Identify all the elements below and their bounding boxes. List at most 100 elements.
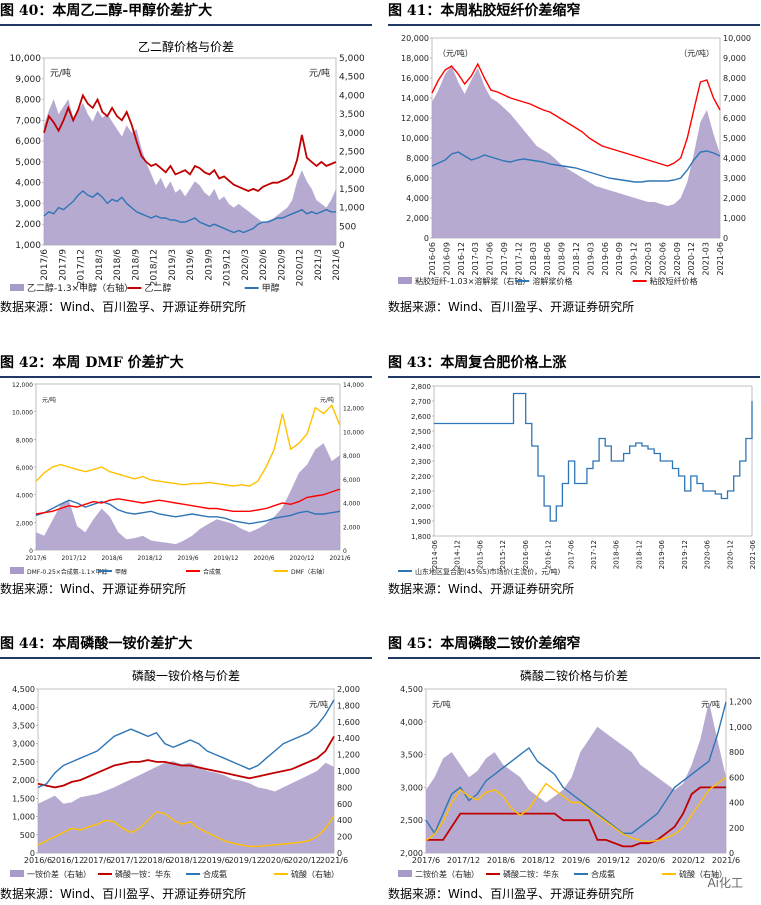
y-tick-left: 1,000: [15, 241, 41, 251]
title-divider: [0, 657, 372, 659]
y-tick-left: 4,000: [12, 703, 35, 712]
x-tick-label: 2018-09: [558, 242, 567, 275]
series-area: [426, 701, 726, 853]
x-tick-label: 2017-06: [567, 539, 575, 569]
right-unit: 元/吨: [309, 699, 328, 709]
y-tick-right: 7,000: [723, 94, 746, 103]
left-unit: 元/吨: [50, 67, 71, 79]
x-tick-label: 2017-06: [486, 242, 495, 275]
y-tick-right: 0: [343, 548, 347, 555]
y-tick-right: 6,000: [723, 114, 746, 123]
x-tick-label: 2014-12: [454, 540, 462, 569]
series-line: [35, 499, 341, 525]
series-line: [35, 488, 341, 515]
x-tick-label: 2016-12: [545, 540, 553, 569]
x-tick-label: 2020-06: [704, 539, 712, 569]
y-tick-right: 4,000: [343, 501, 360, 508]
x-tick-label: 2018-12: [635, 540, 643, 569]
x-tick-label: 2020/12: [296, 249, 306, 286]
data-source: 数据来源：Wind、百川盈孚、开源证券研究所: [388, 300, 635, 314]
title-divider: [388, 657, 760, 659]
series-line: [43, 190, 336, 234]
x-tick-label: 2018/3: [95, 249, 105, 281]
chart-title: 磷酸一铵价格与价差: [131, 669, 240, 683]
x-tick-label: 2017/12: [110, 856, 143, 865]
y-tick-right: 200: [729, 824, 744, 833]
y-tick-left: 4,000: [16, 493, 33, 500]
right-unit: 元/吨: [701, 699, 720, 709]
series-line: [431, 150, 721, 183]
title-divider: [388, 24, 760, 26]
x-tick-label: 2018/6: [487, 856, 515, 865]
left-unit: 元/吨: [432, 699, 451, 709]
x-tick-label: 2016-09: [442, 242, 451, 275]
y-tick-left: 2,000: [15, 220, 41, 230]
x-tick-label: 2015-06: [476, 539, 484, 569]
legend-swatch: [10, 870, 24, 877]
y-tick-right: 2,500: [339, 148, 365, 158]
y-tick-left: 6,000: [15, 137, 41, 147]
legend-label: 粘胶短纤-1.03×溶解浆（右轴）: [415, 276, 530, 286]
y-tick-left: 20,000: [401, 34, 429, 43]
panel-title: 图 42：本周 DMF 价差扩大: [0, 355, 184, 371]
legend-label: 溶解浆价格: [532, 276, 572, 286]
x-tick-label: 2021/6: [320, 856, 348, 865]
series-line: [425, 701, 727, 835]
panel-title: 图 40：本周乙二醇-甲醇价差扩大: [0, 3, 213, 19]
y-tick-right: 3,000: [339, 129, 365, 139]
y-tick-left: 2,100: [411, 488, 431, 496]
y-tick-right: 12,000: [343, 406, 364, 413]
x-tick-label: 2018/6: [142, 856, 170, 865]
y-tick-left: 2,400: [411, 443, 431, 451]
x-tick-label: 2020/3: [241, 249, 251, 281]
legend-label: 磷酸二铵：华东: [503, 869, 559, 879]
x-tick-label: 2019/3: [168, 249, 178, 281]
x-tick-label: 2018-06: [613, 539, 621, 569]
series-line: [431, 62, 721, 167]
x-tick-label: 2019/6: [177, 555, 198, 562]
x-tick-label: 2020/6: [261, 856, 289, 865]
legend-label: 硫酸（右轴）: [291, 869, 339, 879]
y-tick-left: 3,500: [12, 721, 35, 730]
y-tick-left: 2,300: [411, 458, 431, 466]
legend-swatch: [398, 277, 412, 284]
right-unit: 元/吨: [320, 396, 334, 404]
y-tick-right: 8,000: [343, 453, 360, 460]
x-tick-label: 2020-12: [687, 242, 696, 275]
legend-label: 二铵价差（右轴）: [415, 869, 479, 879]
x-tick-label: 2019/9: [204, 249, 214, 281]
y-tick-left: 9,000: [15, 75, 41, 85]
y-tick-right: 400: [729, 799, 744, 808]
x-tick-label: 2017-03: [471, 242, 480, 275]
x-tick-label: 2017/6: [412, 856, 440, 865]
x-tick-label: 2021/6: [332, 249, 342, 281]
y-tick-right: 5,000: [339, 54, 365, 64]
y-tick-left: 6,000: [406, 174, 429, 183]
series-area: [38, 761, 334, 853]
y-tick-left: 1,000: [12, 813, 35, 822]
y-tick-right: 1,400: [337, 734, 360, 743]
y-tick-right: 9,000: [723, 54, 746, 63]
y-tick-right: 2,000: [343, 524, 360, 531]
x-tick-label: 2019-12: [630, 242, 639, 275]
x-tick-label: 2017-12: [590, 540, 598, 569]
series-line: [37, 735, 335, 789]
y-tick-left: 0: [424, 234, 429, 243]
y-tick-left: 14,000: [401, 94, 429, 103]
series-line: [43, 93, 337, 193]
legend-label: 山东地区复合肥(45%S)市场价(主流价，元/吨): [415, 567, 561, 576]
x-tick-label: 2020-09: [673, 242, 682, 275]
x-tick-label: 2018-03: [529, 242, 538, 275]
series-area: [44, 99, 336, 245]
series-line: [37, 811, 335, 848]
y-tick-left: 3,000: [12, 740, 35, 749]
y-tick-left: 2,800: [411, 383, 431, 391]
y-tick-left: 2,000: [16, 520, 33, 527]
y-tick-left: 12,000: [12, 382, 33, 389]
data-source: 数据来源：Wind、百川盈孚、开源证券研究所: [0, 887, 247, 901]
watermark: Ai化工: [707, 876, 743, 890]
panel-41: 图 41：本周粘胶短纤价差缩窄 0 2,000 4,000 6,000 8,000 10,…: [388, 0, 760, 314]
x-tick-label: 2016-12: [457, 242, 466, 275]
panel-title: 图 44：本周磷酸一铵价差扩大: [0, 636, 193, 652]
data-source: 数据来源：Wind、开源证券研究所: [0, 582, 187, 596]
